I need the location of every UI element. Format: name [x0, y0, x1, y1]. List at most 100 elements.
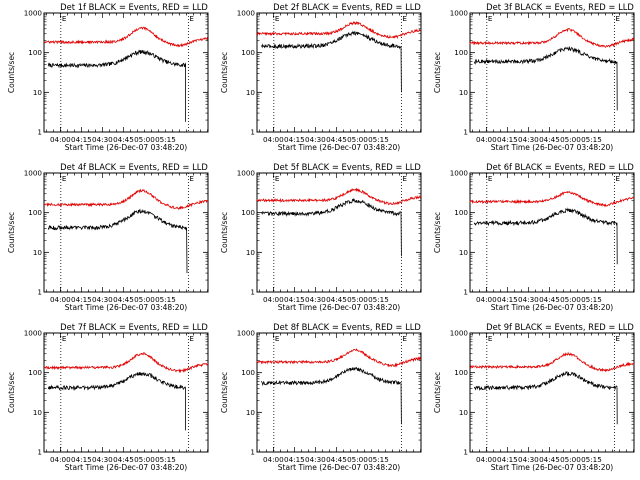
- plot-frame: [256, 172, 422, 293]
- x-tick-label: 04:30: [518, 455, 539, 464]
- y-tick-label: 1000: [450, 329, 469, 338]
- y-tick-label: 100: [28, 48, 42, 57]
- lld-series-line: [256, 187, 422, 206]
- x-tick-label: 04:00: [50, 295, 71, 304]
- lld-series-line: [43, 188, 209, 210]
- x-tick-label: 04:00: [50, 135, 71, 144]
- x-tick-label: 04:00: [476, 455, 497, 464]
- x-tick-label: 04:45: [539, 135, 560, 144]
- x-tick-label: 04:45: [326, 295, 347, 304]
- x-tick-label: 04:45: [326, 455, 347, 464]
- y-axis-label: Counts/sec: [7, 52, 16, 93]
- y-tick-label: 1: [37, 287, 42, 296]
- panel-det-8f: Det 8f BLACK = Events, RED = LLD 1 10 100 10…: [220, 322, 422, 472]
- x-tick-label: 05:00: [560, 295, 581, 304]
- x-tick-label: 04:45: [539, 455, 560, 464]
- x-axis-label: Start Time (26-Dec-07 03:48:20): [278, 303, 400, 312]
- plot-frame: [469, 12, 635, 133]
- time-marker-label: E: [189, 174, 194, 183]
- y-tick-label: 10: [459, 408, 469, 417]
- panel-title: Det 3f BLACK = Events, RED = LLD: [486, 2, 634, 12]
- x-tick-label: 04:45: [113, 135, 134, 144]
- x-tick-label: 04:15: [284, 295, 305, 304]
- x-axis-label: Start Time (26-Dec-07 03:48:20): [65, 303, 187, 312]
- x-tick-label: 04:00: [476, 295, 497, 304]
- y-tick-label: 10: [459, 88, 469, 97]
- x-tick-label: 04:45: [539, 295, 560, 304]
- plot-frame: [43, 12, 209, 133]
- y-tick-label: 1: [250, 447, 255, 456]
- events-series-line: [473, 45, 618, 111]
- plot-frame: [43, 172, 209, 293]
- x-tick-label: 05:15: [368, 135, 389, 144]
- x-axis-label: Start Time (26-Dec-07 03:48:20): [65, 143, 187, 152]
- plot-frame: [43, 332, 209, 453]
- y-tick-label: 100: [28, 208, 42, 217]
- events-series-line: [261, 30, 402, 93]
- lld-series-line: [43, 26, 209, 48]
- x-tick-label: 04:15: [71, 455, 92, 464]
- x-tick-label: 05:15: [581, 455, 602, 464]
- y-tick-label: 10: [33, 248, 43, 257]
- panel-det-2f: Det 2f BLACK = Events, RED = LLD 1 10 100 10…: [220, 2, 422, 152]
- y-axis-label: Counts/sec: [433, 212, 442, 253]
- x-tick-label: 04:15: [497, 135, 518, 144]
- x-tick-label: 05:00: [347, 455, 368, 464]
- y-axis-label: Counts/sec: [433, 52, 442, 93]
- time-marker-label: E: [189, 14, 194, 23]
- panel-title: Det 7f BLACK = Events, RED = LLD: [60, 322, 208, 332]
- events-series-line: [47, 49, 186, 122]
- x-tick-label: 04:15: [497, 455, 518, 464]
- time-marker-label: E: [275, 334, 280, 343]
- time-marker-label: E: [402, 14, 407, 23]
- time-marker-label: E: [615, 174, 620, 183]
- x-tick-label: 04:15: [71, 135, 92, 144]
- events-series-line: [47, 371, 186, 431]
- time-marker-label: E: [615, 334, 620, 343]
- panel-det-1f: Det 1f BLACK = Events, RED = LLD 1 10 100 10…: [7, 2, 209, 152]
- x-tick-label: 04:00: [263, 295, 284, 304]
- y-axis-label: Counts/sec: [220, 212, 229, 253]
- y-tick-label: 1000: [24, 9, 43, 18]
- x-tick-label: 04:45: [326, 135, 347, 144]
- events-series-line: [473, 207, 618, 265]
- time-marker-label: E: [62, 334, 67, 343]
- y-tick-label: 1000: [450, 9, 469, 18]
- y-axis-label: Counts/sec: [7, 372, 16, 413]
- x-tick-label: 05:00: [134, 455, 155, 464]
- y-tick-label: 100: [241, 208, 255, 217]
- x-tick-label: 04:00: [263, 135, 284, 144]
- y-tick-label: 1: [37, 447, 42, 456]
- x-tick-label: 04:30: [518, 295, 539, 304]
- y-tick-label: 10: [459, 248, 469, 257]
- time-marker-label: E: [488, 334, 493, 343]
- x-tick-label: 04:00: [50, 455, 71, 464]
- x-tick-label: 04:45: [113, 455, 134, 464]
- panel-title: Det 2f BLACK = Events, RED = LLD: [273, 2, 421, 12]
- y-tick-label: 1000: [24, 169, 43, 178]
- time-marker-label: E: [275, 174, 280, 183]
- panel-det-7f: Det 7f BLACK = Events, RED = LLD 1 10 100 10…: [7, 322, 209, 472]
- time-marker-label: E: [62, 14, 67, 23]
- x-tick-label: 04:30: [305, 455, 326, 464]
- events-series-line: [261, 197, 402, 257]
- panel-det-6f: Det 6f BLACK = Events, RED = LLD 1 10 100 10…: [433, 162, 635, 312]
- y-tick-label: 10: [246, 88, 256, 97]
- x-tick-label: 04:30: [305, 295, 326, 304]
- time-marker-label: E: [189, 334, 194, 343]
- x-tick-label: 04:15: [71, 295, 92, 304]
- y-tick-label: 10: [33, 88, 43, 97]
- x-axis-label: Start Time (26-Dec-07 03:48:20): [65, 463, 187, 472]
- x-axis-label: Start Time (26-Dec-07 03:48:20): [491, 303, 613, 312]
- y-tick-label: 100: [241, 48, 255, 57]
- lld-series-line: [43, 352, 209, 374]
- panel-title: Det 6f BLACK = Events, RED = LLD: [486, 162, 634, 172]
- y-axis-label: Counts/sec: [220, 52, 229, 93]
- panel-det-3f: Det 3f BLACK = Events, RED = LLD 1 10 100 10…: [433, 2, 635, 152]
- panel-title: Det 9f BLACK = Events, RED = LLD: [486, 322, 634, 332]
- x-tick-label: 04:30: [92, 135, 113, 144]
- x-tick-label: 05:15: [581, 135, 602, 144]
- time-marker-label: E: [488, 174, 493, 183]
- plot-frame: [256, 12, 422, 133]
